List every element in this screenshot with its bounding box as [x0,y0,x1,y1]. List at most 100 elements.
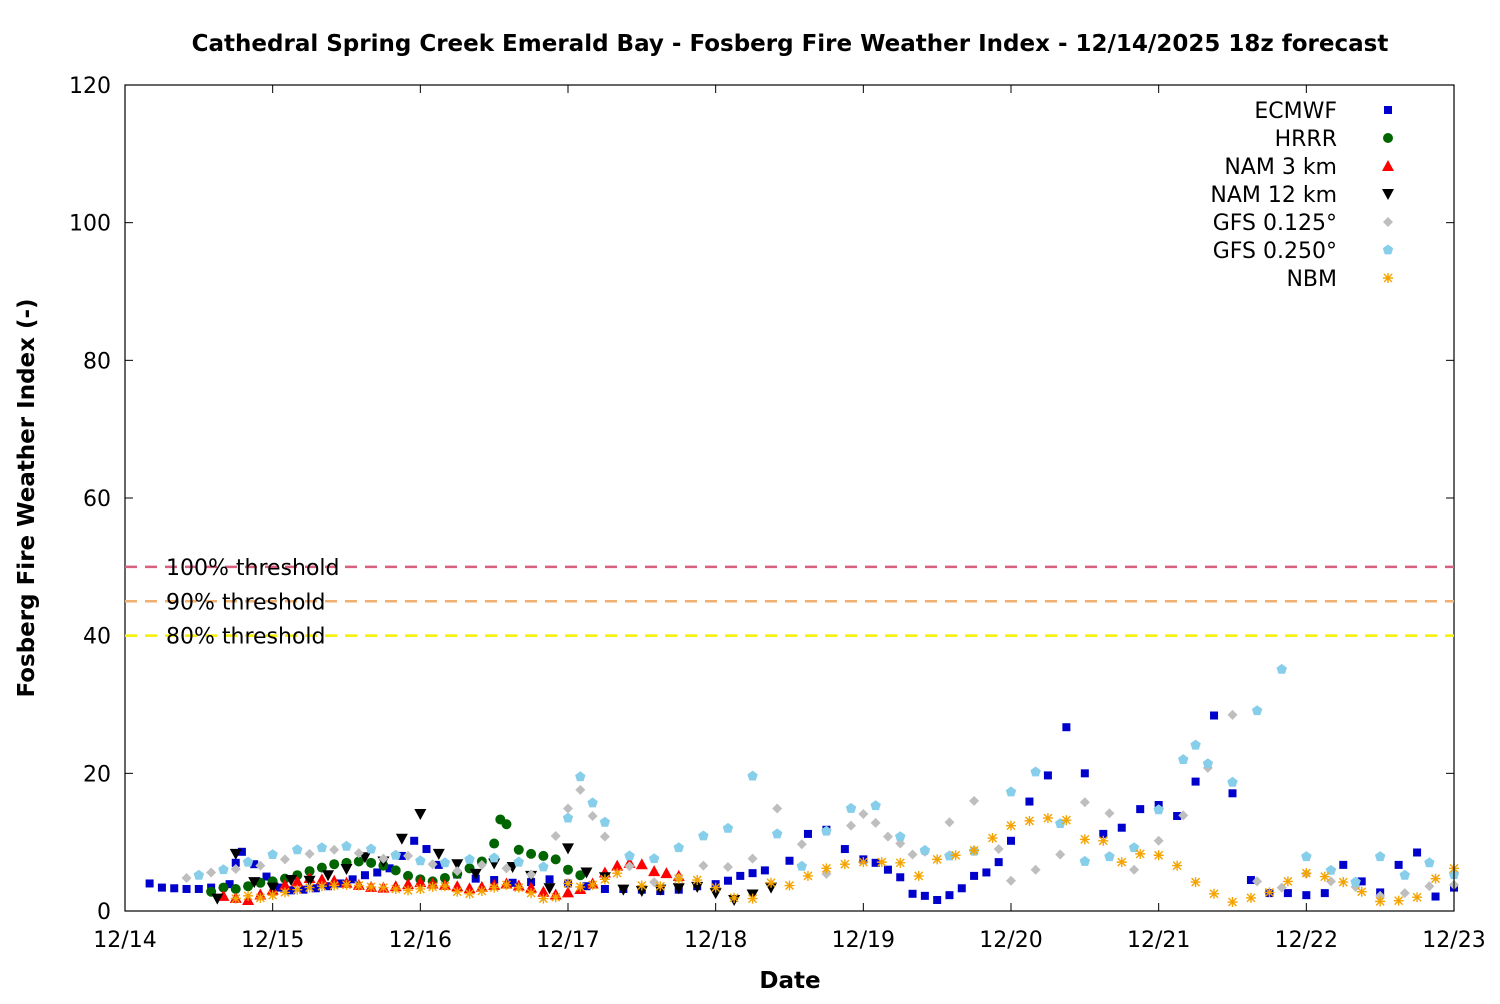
data-point [315,873,328,885]
data-point [1043,771,1052,780]
data-point [230,864,241,875]
data-point [538,893,549,904]
data-point [907,849,918,860]
data-point [562,812,574,823]
data-point [649,877,660,888]
data-point [439,881,450,892]
data-point [360,871,369,880]
data-point [526,888,537,899]
threshold-label: 90% threshold [166,590,326,615]
data-point [1191,777,1200,786]
data-point [403,850,414,861]
legend-marker [1383,273,1393,283]
data-point [698,860,709,871]
data-point [599,816,611,827]
data-point [1357,877,1366,886]
data-point [157,883,166,892]
data-point [550,892,561,903]
data-point [748,869,757,878]
data-point [1172,860,1183,871]
x-tick-label: 12/15 [241,928,304,953]
series-hrrr [206,814,586,897]
data-point [846,820,857,831]
data-point [1006,820,1016,831]
data-point [1412,892,1423,903]
data-point [1153,804,1164,815]
data-point [353,856,364,867]
data-point [1117,823,1126,832]
data-point [987,833,998,844]
data-point [1055,849,1066,860]
data-point [303,875,316,887]
data-point [194,884,203,893]
data-point [1178,810,1189,821]
data-point [1227,776,1238,787]
y-tick-label: 100 [69,212,111,237]
data-point [772,828,783,839]
data-point [432,848,445,860]
data-point [451,859,464,871]
data-point [329,880,340,891]
legend-marker [1382,189,1394,200]
data-point [279,854,290,865]
data-point [599,874,610,885]
data-point [1079,834,1090,845]
x-tick-label: 12/16 [389,928,452,953]
data-point [242,856,254,867]
data-point [145,879,154,888]
data-point [237,847,246,856]
data-point [427,881,438,892]
data-point [600,884,609,893]
data-point [1264,887,1275,898]
data-point [358,852,371,864]
chart-title: Cathedral Spring Creek Emerald Bay - Fos… [192,31,1389,57]
data-point [617,884,630,896]
data-point [218,864,229,875]
data-point [994,858,1003,867]
data-point [1424,881,1435,892]
data-point [414,876,427,888]
data-point [1350,876,1361,887]
data-point [304,882,315,893]
data-point [648,865,661,877]
data-point [225,880,234,889]
data-point [1116,857,1127,868]
data-point [1210,711,1219,720]
data-point [353,880,364,891]
data-point [464,888,475,899]
data-point [243,881,254,892]
data-point [1301,868,1312,879]
data-point [766,877,777,888]
data-point [538,861,549,872]
data-point [1431,892,1440,901]
data-point [550,830,561,841]
y-tick-label: 0 [97,900,111,925]
data-point [476,859,487,870]
data-point [488,852,500,863]
x-tick-label: 12/17 [536,928,599,953]
series-gfs-0-125 [181,709,1459,901]
data-point [896,873,905,882]
data-point [1209,888,1220,899]
data-point [291,875,304,887]
data-point [489,838,500,849]
data-point [784,880,795,891]
data-point [1374,851,1386,862]
data-point [316,881,327,892]
data-point [1282,876,1293,887]
data-point [324,882,333,891]
data-point [1098,835,1109,846]
data-point [1153,835,1164,846]
data-point [366,881,377,892]
data-point [840,845,849,854]
data-point [1245,892,1256,903]
axes: 12/14 12/15 12/16 12/17 12/18 12/19 12/20 12/21… [69,74,1486,953]
data-point [1301,851,1312,862]
x-axis-label: Date [759,968,820,994]
data-point [1129,864,1140,875]
data-point [845,802,857,813]
data-point [580,867,593,879]
data-point [415,883,426,894]
data-point [1007,836,1015,845]
data-point [262,872,271,881]
